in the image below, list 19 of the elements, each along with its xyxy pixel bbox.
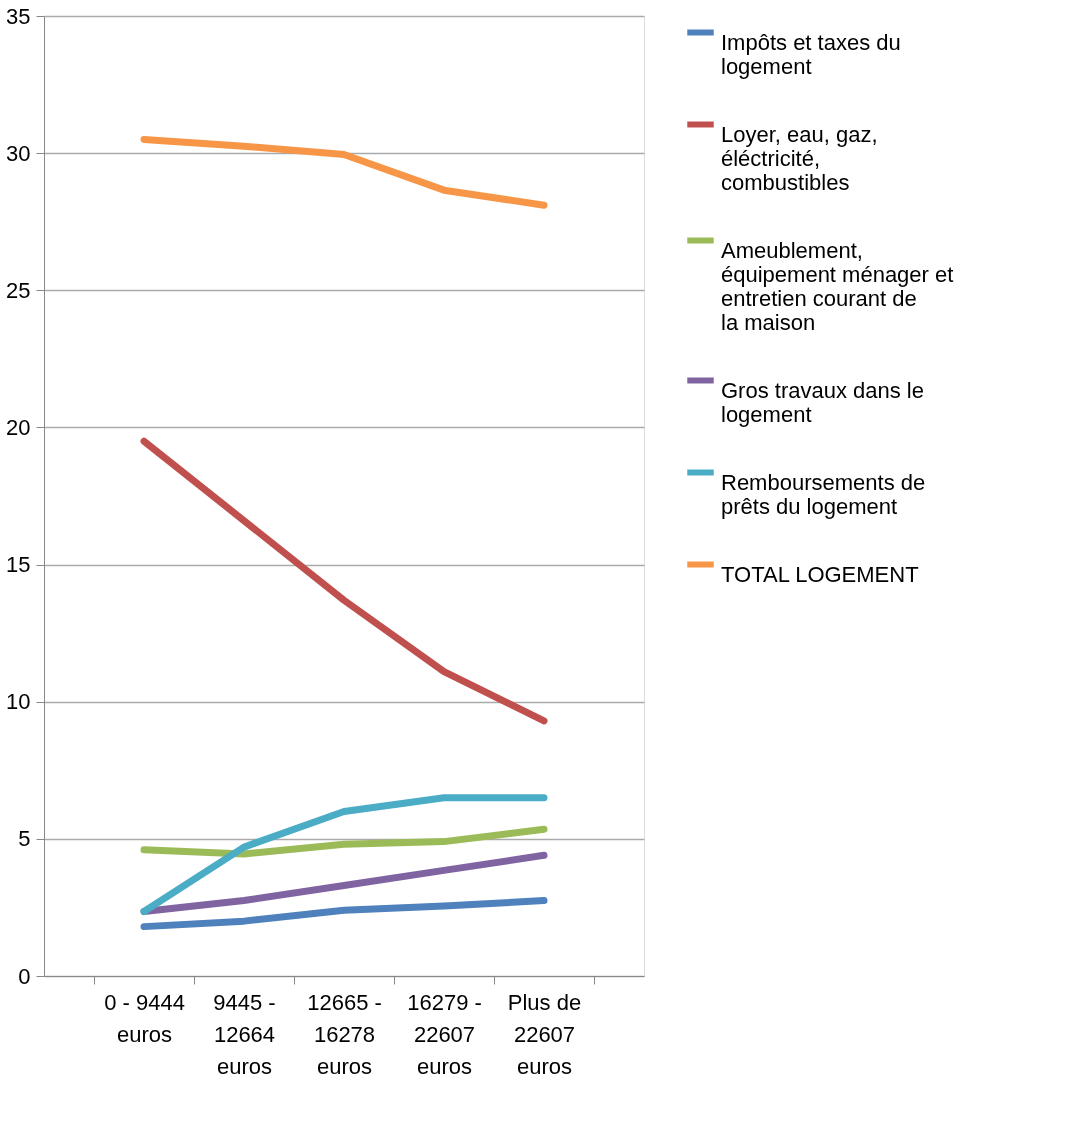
x-tick-label: Plus de 22607 euros (507, 989, 582, 1079)
x-tick-label: 0 - 9444 euros (104, 989, 185, 1047)
y-tick-label: 5 (18, 826, 31, 852)
y-tick-label: 25 (6, 277, 31, 303)
y-tick-label: 30 (6, 140, 31, 166)
x-tick-label: 9445 - 12664 euros (213, 989, 276, 1079)
x-tick-label: 12665 - 16278 euros (307, 989, 382, 1079)
legend-label: Loyer, eau, gaz, éléctricité, combustibles (721, 121, 878, 195)
legend-label: Gros travaux dans le logement (721, 377, 924, 427)
legend-label: TOTAL LOGEMENT (721, 561, 919, 587)
legend-label: Remboursements de prêts du logement (721, 469, 926, 519)
legend-label: Ameublement, équipement ménager et entretien courant de la maison (721, 237, 954, 335)
y-tick-label: 10 (6, 689, 31, 715)
y-tick-label: 0 (18, 963, 31, 989)
legend-label: Impôts et taxes du logement (721, 29, 901, 79)
x-tick-label: 16279 - 22607 euros (407, 989, 482, 1079)
y-tick-label: 20 (6, 414, 31, 440)
y-tick-label: 35 (6, 3, 31, 29)
y-tick-label: 15 (6, 552, 31, 578)
